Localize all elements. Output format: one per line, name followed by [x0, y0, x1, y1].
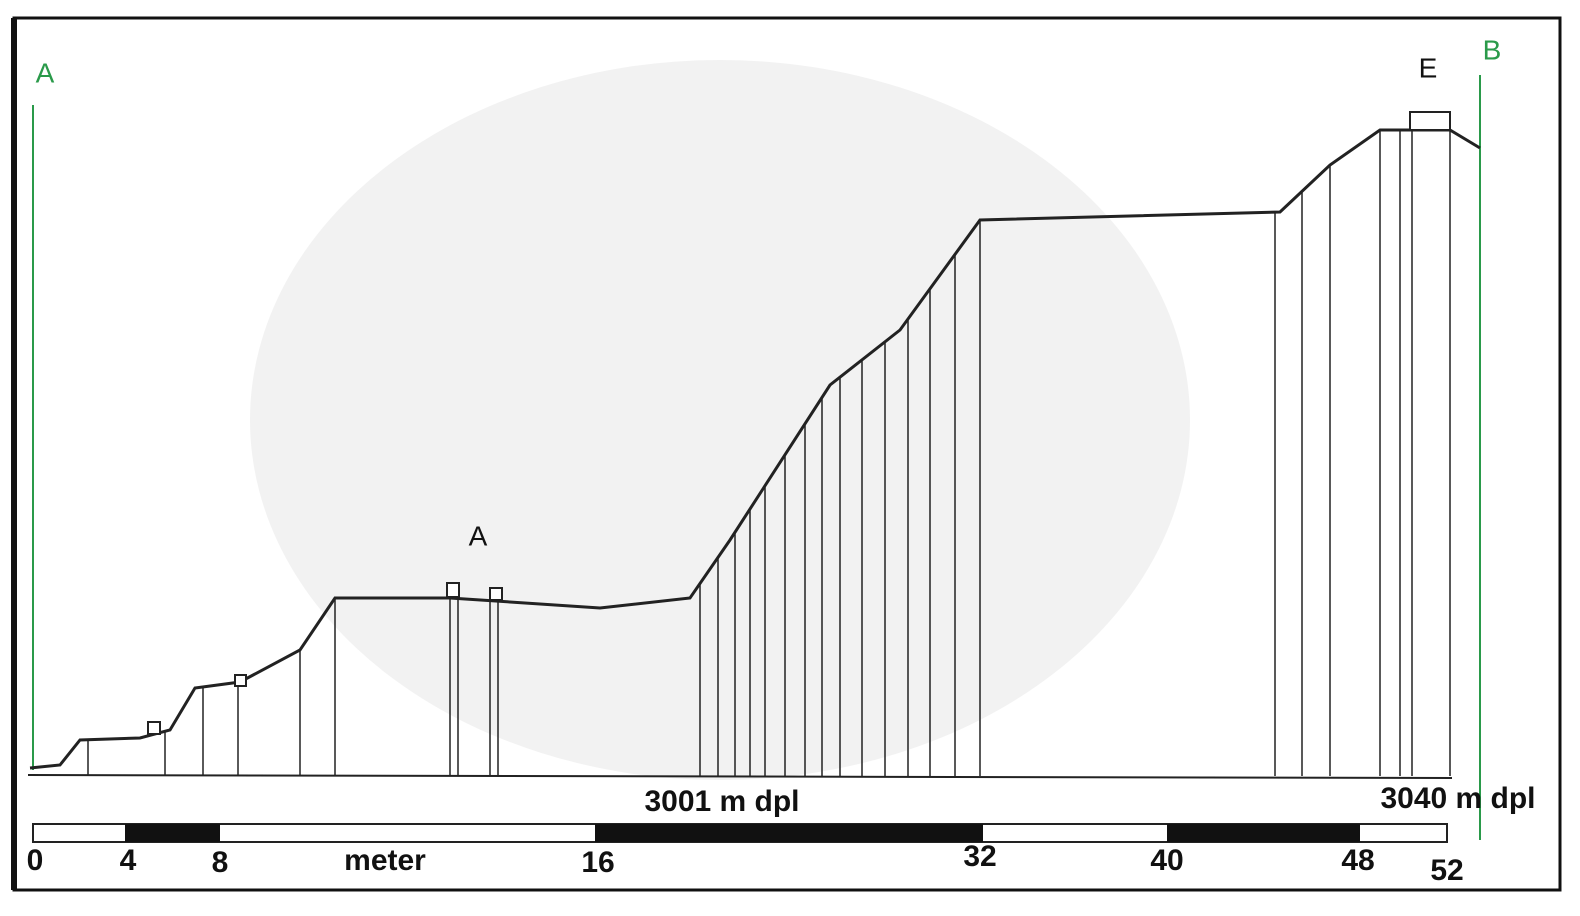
scale-label: 52 — [1430, 854, 1463, 887]
elevation-label: 3040 m dpl — [1380, 782, 1535, 815]
structure — [147, 721, 161, 735]
elevation-label: 3001 m dpl — [644, 785, 799, 818]
scale-label: 32 — [963, 840, 996, 873]
scale-labels: 0 4 8 16 32 40 48 52 — [27, 840, 1464, 887]
baseline — [27, 774, 1453, 779]
end-label: B — [1483, 34, 1502, 65]
structure — [234, 674, 247, 687]
point-label: A — [469, 520, 488, 551]
structure — [1409, 111, 1451, 131]
structures — [147, 111, 1451, 735]
scale-segment — [1167, 824, 1360, 842]
scale-label: 16 — [581, 846, 614, 879]
scale-label: 0 — [27, 844, 44, 877]
scale-label: 8 — [212, 846, 229, 879]
terrain-profile — [29, 128, 1481, 770]
scale-label: 48 — [1341, 844, 1374, 877]
watermark-shape — [250, 60, 1190, 780]
scale-label: 4 — [120, 844, 137, 877]
scale-unit: meter — [344, 844, 426, 877]
scale-segment — [125, 824, 220, 842]
watermark — [250, 60, 1190, 780]
structure — [446, 582, 460, 598]
scale-segment — [595, 824, 983, 842]
end-label: A — [36, 57, 55, 88]
scale-label: 40 — [1150, 844, 1183, 877]
point-label: E — [1419, 52, 1438, 83]
structure — [489, 587, 503, 601]
vertical-lines — [87, 130, 1451, 776]
scale-bar — [32, 823, 1448, 843]
